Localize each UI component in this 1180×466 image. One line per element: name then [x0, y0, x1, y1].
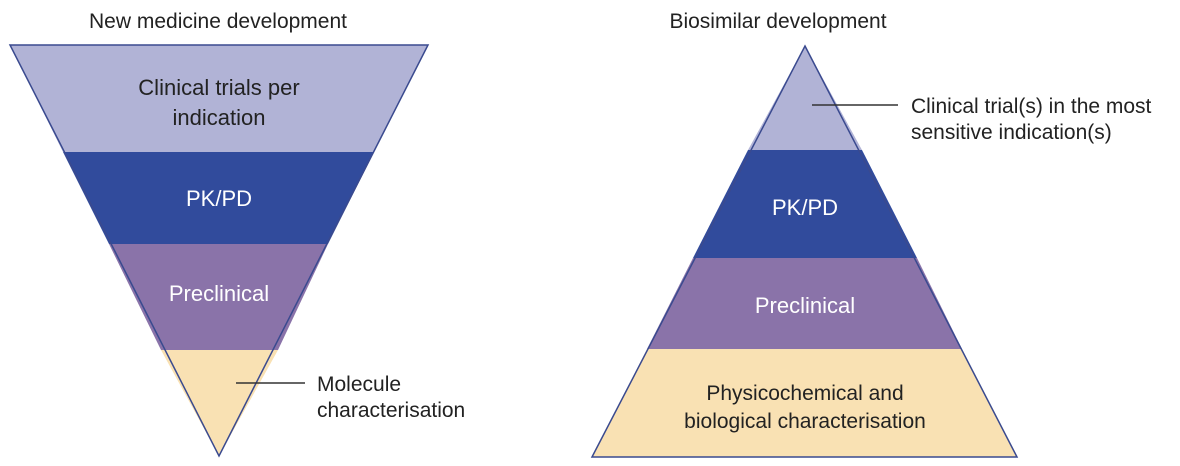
- left-layer-label-clinical-2: indication: [173, 105, 266, 130]
- right-layer-label-char-2: biological characterisation: [684, 410, 926, 433]
- right-pyramid-outline: [590, 44, 1019, 458]
- left-layer-label-pkpd: PK/PD: [186, 186, 252, 211]
- left-title: New medicine development: [89, 10, 347, 33]
- right-layer-clinical-trials: [748, 46, 862, 150]
- left-callout-line-1: Molecule: [317, 373, 401, 396]
- left-pyramid-outline: [8, 44, 430, 458]
- left-layer-label-clinical-1: Clinical trials per: [138, 75, 299, 100]
- right-layer-label-pkpd: PK/PD: [772, 195, 838, 220]
- left-layer-pkpd: [63, 152, 374, 244]
- left-callout-line-2: characterisation: [317, 399, 465, 422]
- left-layer-clinical-trials: [10, 45, 428, 152]
- right-title: Biosimilar development: [669, 10, 886, 33]
- biosimilar-pyramid: Biosimilar development PK/PD Preclinical…: [590, 10, 1152, 458]
- left-layer-label-preclinical: Preclinical: [169, 281, 269, 306]
- right-callout-line-2: sensitive indication(s): [911, 121, 1112, 144]
- right-layer-pkpd: [693, 150, 917, 258]
- right-layer-label-preclinical: Preclinical: [755, 293, 855, 318]
- right-layer-preclinical: [647, 258, 962, 349]
- right-layer-label-char-1: Physicochemical and: [706, 382, 903, 405]
- right-layer-characterisation: [592, 349, 1017, 457]
- right-callout-line-1: Clinical trial(s) in the most: [911, 95, 1152, 118]
- left-layer-preclinical: [109, 244, 328, 350]
- left-layer-molecule-characterisation: [161, 350, 278, 456]
- new-medicine-pyramid: New medicine development Clinical trials…: [8, 10, 465, 458]
